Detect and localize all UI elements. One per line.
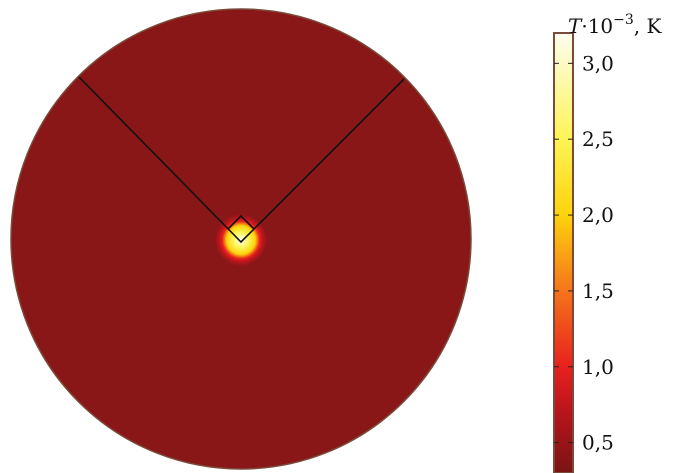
colorbar-tick-label: 1,0 (582, 355, 614, 379)
colorbar-tick-label: 0,5 (582, 431, 614, 455)
wedge-boundary-lines (78, 76, 405, 244)
colorbar-tick-label: 2,0 (582, 203, 614, 227)
colorbar-scale (553, 32, 574, 473)
hot-spot (215, 214, 267, 266)
colorbar: 0,5 1,0 1,5 2,0 2,5 3,0 T·10−3, K (553, 12, 663, 473)
domain-plot (10, 8, 472, 470)
colorbar-title: T·10−3, K (568, 12, 663, 38)
colorbar-tick-label: 1,5 (582, 279, 614, 303)
colorbar-tick-label: 3,0 (582, 51, 614, 75)
colorbar-ticks: 0,5 1,0 1,5 2,0 2,5 3,0 (554, 51, 614, 455)
colorbar-tick-label: 2,5 (582, 127, 614, 151)
